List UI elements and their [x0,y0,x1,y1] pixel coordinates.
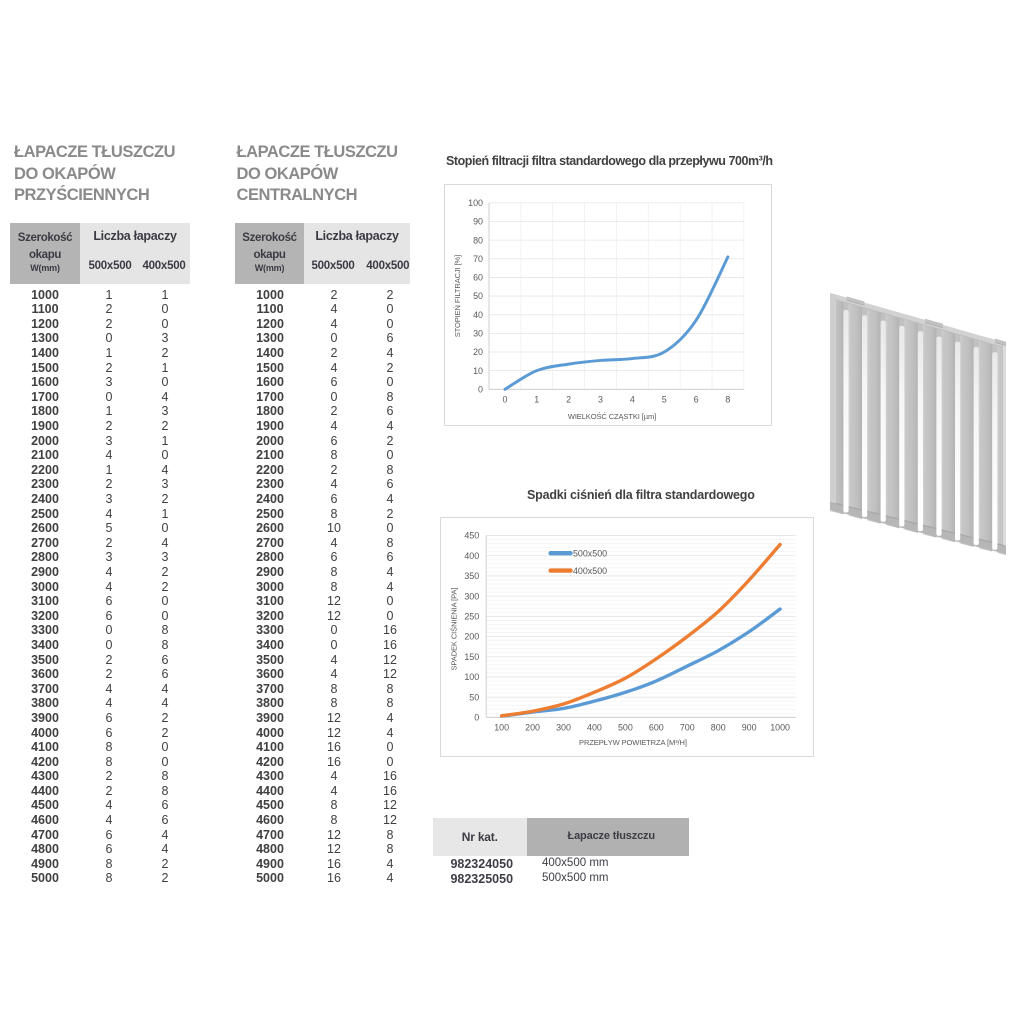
svg-text:STOPIEŃ FILTRACJI [%]: STOPIEŃ FILTRACJI [%] [453,255,462,337]
svg-text:100: 100 [494,723,509,733]
svg-text:0: 0 [474,712,479,722]
svg-text:450: 450 [464,531,479,541]
svg-text:SPADEK CIŚNIENIA [PA]: SPADEK CIŚNIENIA [PA] [449,588,458,671]
svg-text:1000: 1000 [770,723,790,733]
svg-text:5: 5 [662,395,667,405]
svg-text:700: 700 [680,723,695,733]
svg-text:350: 350 [464,571,479,581]
svg-text:20: 20 [473,347,483,357]
svg-text:40: 40 [473,310,483,320]
svg-text:100: 100 [464,672,479,682]
svg-text:70: 70 [473,254,483,264]
svg-text:60: 60 [473,273,483,283]
svg-text:8: 8 [725,395,730,405]
svg-text:100: 100 [468,198,483,208]
svg-text:200: 200 [464,632,479,642]
svg-text:600: 600 [649,723,664,733]
svg-text:900: 900 [742,723,757,733]
svg-text:400x500: 400x500 [573,566,607,576]
svg-text:2: 2 [566,395,571,405]
svg-text:6: 6 [694,395,699,405]
svg-text:300: 300 [556,723,571,733]
svg-text:800: 800 [711,723,726,733]
svg-text:400: 400 [464,551,479,561]
svg-text:400: 400 [587,723,602,733]
svg-text:0: 0 [502,395,507,405]
svg-text:1: 1 [534,395,539,405]
svg-text:250: 250 [464,612,479,622]
svg-text:500: 500 [618,723,633,733]
svg-text:WIELKOŚĆ CZĄSTKI [µm]: WIELKOŚĆ CZĄSTKI [µm] [568,412,656,421]
svg-text:10: 10 [473,366,483,376]
svg-text:30: 30 [473,329,483,339]
svg-text:3: 3 [598,395,603,405]
svg-text:150: 150 [464,652,479,662]
svg-text:50: 50 [469,692,479,702]
svg-text:0: 0 [478,384,483,394]
svg-text:PRZEPŁYW POWIETRZA [M³/H]: PRZEPŁYW POWIETRZA [M³/H] [579,738,687,747]
svg-text:80: 80 [473,235,483,245]
svg-text:200: 200 [525,723,540,733]
svg-text:90: 90 [473,217,483,227]
svg-text:300: 300 [464,591,479,601]
svg-text:50: 50 [473,291,483,301]
svg-text:4: 4 [630,395,635,405]
svg-text:500x500: 500x500 [573,548,607,558]
